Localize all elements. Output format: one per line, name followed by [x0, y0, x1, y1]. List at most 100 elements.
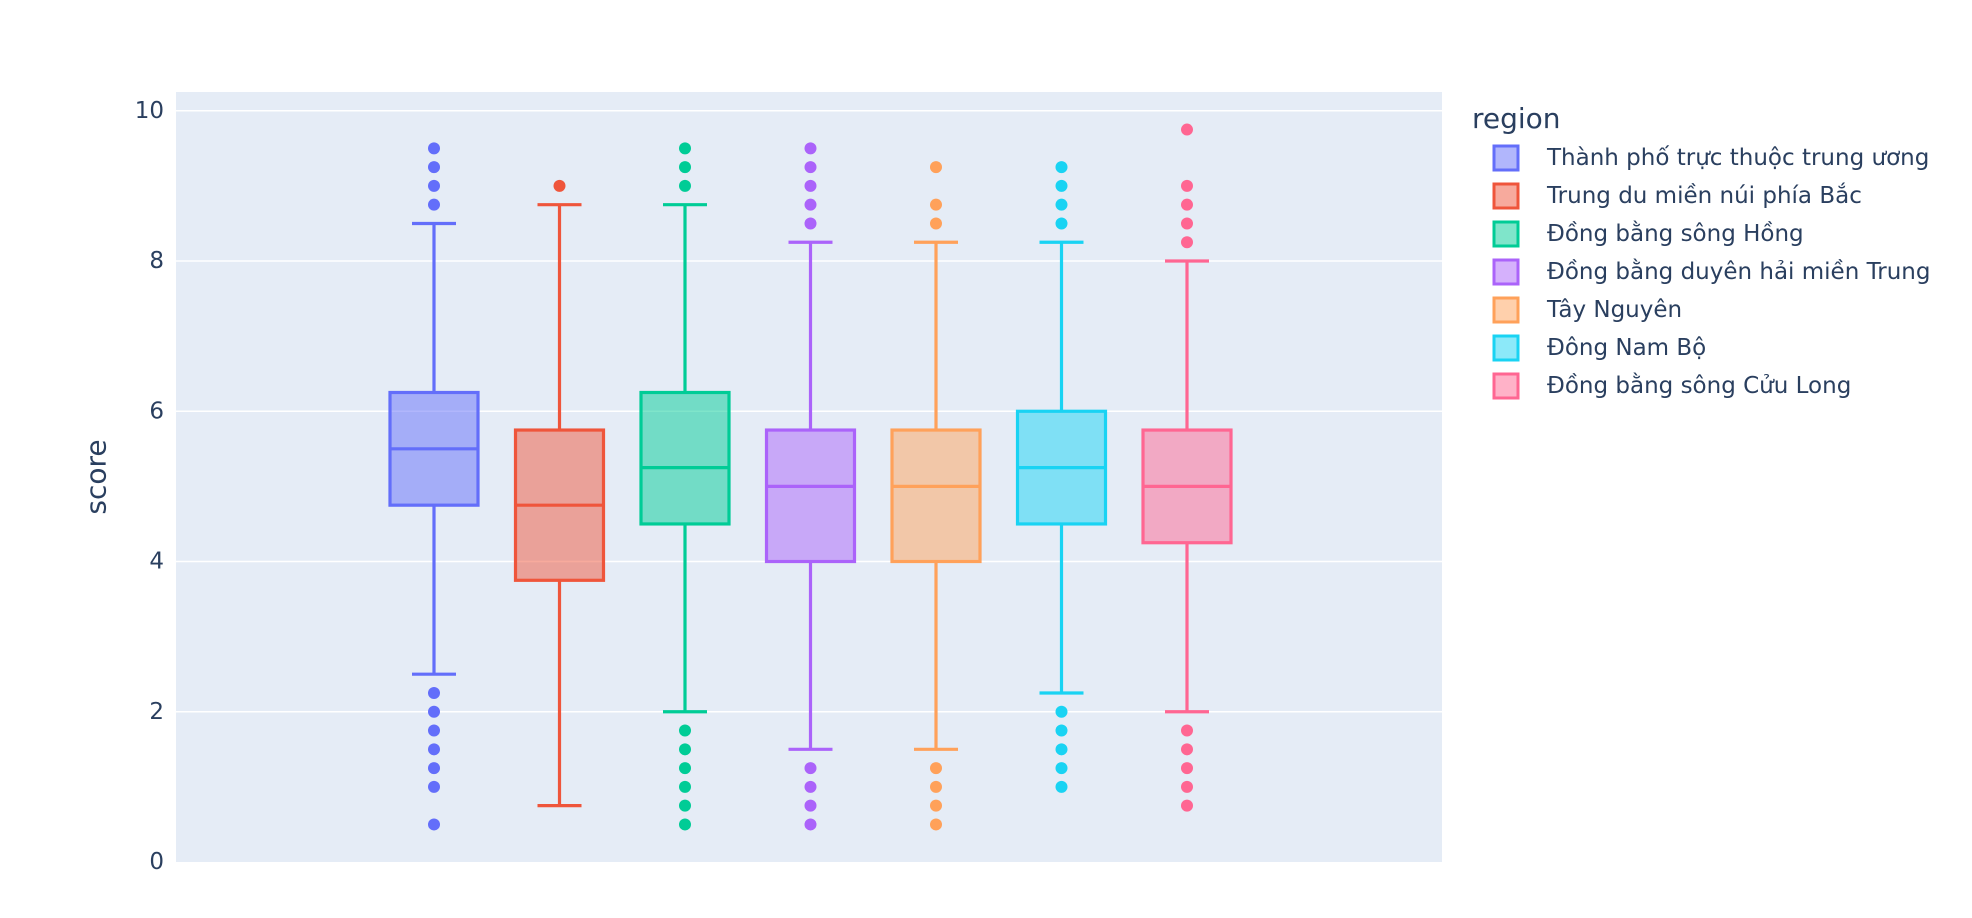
legend-swatch	[1492, 372, 1520, 400]
outlier-point[interactable]	[930, 818, 942, 831]
outlier-point[interactable]	[930, 780, 942, 793]
outlier-point[interactable]	[428, 142, 440, 155]
outlier-point[interactable]	[428, 780, 440, 793]
outlier-point[interactable]	[804, 799, 817, 812]
box-trace[interactable]	[388, 142, 480, 831]
outlier-point[interactable]	[930, 799, 942, 812]
outlier-point[interactable]	[428, 724, 440, 737]
legend-label: Thành phố trực thuộc trung ương	[1546, 145, 1929, 171]
outlier-point[interactable]	[428, 198, 440, 211]
legend-item[interactable]: Tây Nguyên	[1492, 296, 1682, 324]
outlier-point[interactable]	[679, 724, 691, 737]
y-tick-label: 4	[149, 549, 164, 575]
box-trace[interactable]	[764, 142, 857, 831]
outlier-point[interactable]	[428, 686, 440, 699]
outlier-point[interactable]	[1181, 198, 1193, 211]
outlier-point[interactable]	[804, 198, 817, 211]
legend-swatch	[1492, 220, 1520, 248]
outlier-point[interactable]	[679, 161, 691, 174]
outlier-point[interactable]	[428, 743, 440, 756]
outlier-point[interactable]	[428, 161, 440, 174]
box-trace[interactable]	[513, 179, 606, 808]
legend-label: Đồng bằng sông Cửu Long	[1547, 372, 1851, 399]
legend-item[interactable]: Thành phố trực thuộc trung ương	[1492, 144, 1929, 172]
outlier-point[interactable]	[1181, 236, 1193, 249]
legend-swatch	[1492, 334, 1520, 362]
outlier-point[interactable]	[1055, 198, 1068, 211]
outlier-point[interactable]	[679, 762, 691, 775]
outlier-point[interactable]	[1055, 743, 1068, 756]
box-trace[interactable]	[639, 142, 731, 831]
outlier-point[interactable]	[1181, 724, 1193, 737]
iqr-box[interactable]	[639, 390, 731, 526]
y-axis-ticks: 0 2 4 6 8 10	[135, 98, 164, 875]
outlier-point[interactable]	[679, 780, 691, 793]
box-trace[interactable]	[1015, 161, 1108, 793]
y-axis-title: score	[80, 439, 113, 514]
y-tick-label: 6	[149, 398, 164, 424]
legend-item[interactable]: Đồng bằng sông Cửu Long	[1492, 372, 1851, 400]
outlier-point[interactable]	[1181, 123, 1193, 136]
outlier-point[interactable]	[804, 818, 817, 831]
outlier-point[interactable]	[804, 217, 817, 230]
outlier-point[interactable]	[428, 179, 440, 192]
outlier-point[interactable]	[930, 161, 942, 174]
legend-swatch	[1492, 144, 1520, 172]
outlier-point[interactable]	[804, 780, 817, 793]
legend-title: region	[1472, 102, 1561, 135]
outlier-point[interactable]	[679, 799, 691, 812]
y-tick-label: 8	[149, 248, 164, 274]
outlier-point[interactable]	[1055, 161, 1068, 174]
outlier-point[interactable]	[428, 705, 440, 718]
outlier-point[interactable]	[1055, 217, 1068, 230]
outlier-point[interactable]	[1055, 780, 1068, 793]
outlier-point[interactable]	[804, 179, 817, 192]
outlier-point[interactable]	[1055, 762, 1068, 775]
outlier-point[interactable]	[1181, 217, 1193, 230]
box-trace[interactable]	[1141, 123, 1233, 812]
legend[interactable]: region Thành phố trực thuộc trung ương Tr…	[1472, 102, 1930, 400]
outlier-point[interactable]	[1181, 780, 1193, 793]
outlier-point[interactable]	[1055, 724, 1068, 737]
legend-items[interactable]: Thành phố trực thuộc trung ương Trung du …	[1492, 144, 1930, 400]
iqr-box[interactable]	[764, 428, 857, 564]
outlier-point[interactable]	[1181, 762, 1193, 775]
legend-label: Đông Nam Bộ	[1547, 335, 1706, 361]
outlier-point[interactable]	[679, 743, 691, 756]
outlier-point[interactable]	[428, 762, 440, 775]
outlier-point[interactable]	[428, 818, 440, 831]
legend-item[interactable]: Đông Nam Bộ	[1492, 334, 1706, 362]
legend-label: Đồng bằng sông Hồng	[1547, 220, 1804, 247]
y-tick-label: 10	[135, 98, 164, 124]
legend-item[interactable]: Trung du miền núi phía Bắc	[1492, 182, 1862, 210]
iqr-box[interactable]	[890, 428, 982, 564]
legend-swatch	[1492, 258, 1520, 286]
legend-item[interactable]: Đồng bằng duyên hải miền Trung	[1492, 258, 1930, 286]
outlier-point[interactable]	[930, 762, 942, 775]
legend-label: Trung du miền núi phía Bắc	[1546, 182, 1862, 209]
outlier-point[interactable]	[930, 198, 942, 211]
outlier-point[interactable]	[553, 179, 566, 192]
outlier-point[interactable]	[679, 818, 691, 831]
outlier-point[interactable]	[679, 142, 691, 155]
outlier-point[interactable]	[1055, 179, 1068, 192]
legend-label: Đồng bằng duyên hải miền Trung	[1547, 258, 1930, 285]
outlier-point[interactable]	[804, 762, 817, 775]
y-tick-label: 0	[149, 849, 164, 875]
boxes	[388, 123, 1233, 831]
outlier-point[interactable]	[1181, 179, 1193, 192]
outlier-point[interactable]	[1181, 799, 1193, 812]
legend-item[interactable]: Đồng bằng sông Hồng	[1492, 220, 1804, 248]
legend-label: Tây Nguyên	[1546, 297, 1682, 323]
legend-swatch	[1492, 296, 1520, 324]
outlier-point[interactable]	[804, 161, 817, 174]
outlier-point[interactable]	[1055, 705, 1068, 718]
box-trace[interactable]	[890, 161, 982, 831]
y-tick-label: 2	[149, 699, 164, 725]
outlier-point[interactable]	[1181, 743, 1193, 756]
outlier-point[interactable]	[679, 179, 691, 192]
outlier-point[interactable]	[804, 142, 817, 155]
legend-swatch	[1492, 182, 1520, 210]
outlier-point[interactable]	[930, 217, 942, 230]
